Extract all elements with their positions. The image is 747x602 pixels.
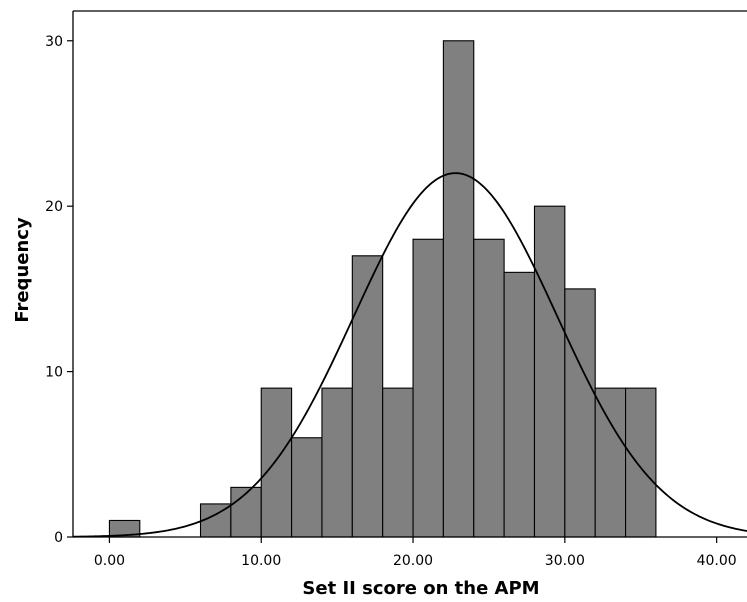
histogram-bar-2: [230, 486, 262, 538]
histogram-bar-4: [291, 437, 323, 538]
x-tick-label-3: 30.00: [545, 553, 585, 569]
histogram-bar-3: [260, 387, 293, 538]
y-tick-label-0: 0: [54, 530, 63, 546]
curve-layer: [72, 172, 747, 538]
bars-layer: [108, 40, 657, 538]
y-axis-title: Frequency: [12, 217, 33, 323]
y-tick-label-1: 10: [45, 365, 63, 381]
x-tick-label-1: 10.00: [241, 553, 281, 569]
x-tick-label-2: 20.00: [393, 553, 433, 569]
histogram-bar-10: [473, 238, 505, 538]
x-tick-label-0: 0.00: [94, 553, 125, 569]
histogram-bar-12: [533, 205, 566, 538]
histogram-bar-9: [442, 40, 475, 538]
histogram-bar-14: [594, 387, 627, 538]
normal-curve: [72, 172, 747, 538]
ticks-layer: 0.00 10.00 20.00 30.00 40.00 0 10 20 30: [45, 34, 737, 569]
histogram-bar-6: [351, 255, 384, 538]
axes-layer: [72, 10, 747, 538]
histogram-bar-15: [625, 387, 657, 538]
y-tick-label-3: 30: [45, 34, 63, 50]
histogram-bar-7: [382, 387, 414, 538]
y-tick-label-2: 20: [45, 199, 63, 215]
histogram-bar-11: [503, 271, 536, 538]
histogram-bar-13: [564, 288, 596, 538]
x-tick-label-4: 40.00: [697, 553, 737, 569]
histogram-bar-8: [412, 238, 444, 538]
histogram-bar-5: [321, 387, 353, 538]
x-axis-title: Set II score on the APM: [302, 578, 539, 599]
